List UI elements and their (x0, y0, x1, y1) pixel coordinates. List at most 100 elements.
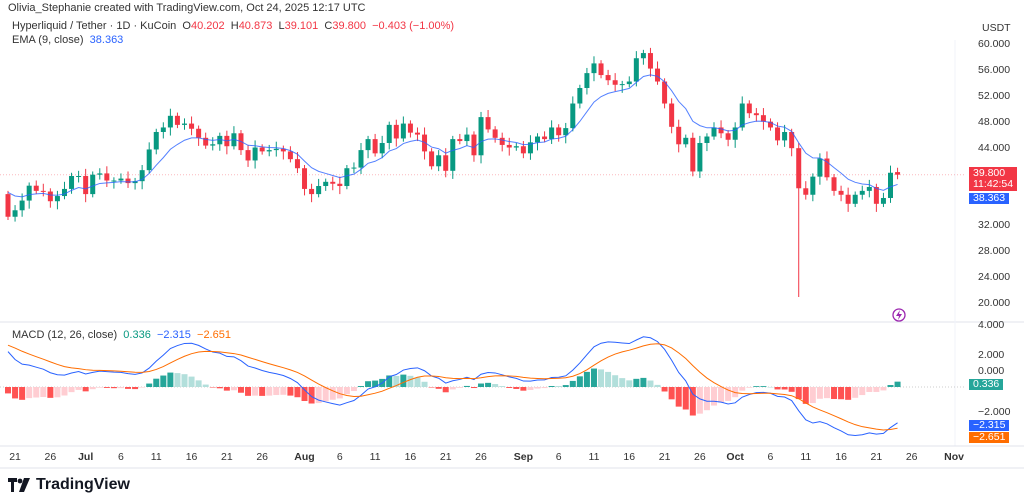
currency-label[interactable]: USDT (982, 22, 1011, 34)
macd-histogram-bar (230, 387, 237, 391)
macd-histogram-bar (89, 387, 96, 390)
candle-body (189, 123, 195, 129)
candle-body (217, 135, 223, 145)
time-axis-label: Jul (78, 451, 94, 463)
macd-histogram-bar (40, 387, 47, 397)
macd-histogram-bar (880, 387, 887, 391)
signal-line (7, 343, 898, 431)
macd-histogram-bar (527, 387, 534, 390)
tradingview-logo[interactable]: TradingView (8, 476, 130, 494)
macd-axis-label: −2.000 (978, 406, 1011, 418)
macd-histogram-bar (682, 387, 689, 410)
macd-histogram-bar (689, 387, 696, 416)
candle-body (499, 137, 505, 145)
macd-histogram-bar (103, 387, 110, 388)
candle-body (676, 126, 682, 145)
macd-legend[interactable]: MACD (12, 26, close) 0.336 −2.315 −2.651 (12, 329, 231, 341)
macd-histogram-bar (167, 372, 174, 387)
ema-legend[interactable]: EMA (9, close) 38.363 (12, 34, 123, 46)
candle-body (19, 200, 25, 211)
macd-histogram-bar (400, 374, 407, 387)
time-axis-label: 26 (44, 451, 57, 463)
candle-body (873, 186, 879, 204)
macd-histogram-bar (562, 385, 569, 387)
close-label: C (324, 20, 333, 32)
candle-body (302, 168, 308, 189)
candle-body (414, 132, 420, 135)
candle-body (97, 173, 103, 175)
macd-histogram-bar (703, 387, 710, 411)
high-label: H (230, 20, 239, 32)
candle-body (182, 123, 187, 125)
macd-histogram-bar (12, 387, 19, 399)
candle-body (640, 53, 646, 59)
candle-body (280, 148, 286, 152)
macd-histogram-bar (19, 387, 26, 400)
ema-value: 38.363 (89, 34, 124, 46)
macd-histogram-bar (139, 387, 146, 388)
macd-histogram-bar (117, 387, 124, 389)
time-axis-label: 11 (588, 451, 600, 463)
macd-histogram-bar (555, 386, 562, 387)
candle-body (358, 150, 364, 168)
candle-body (824, 158, 830, 178)
symbol-name[interactable]: Hyperliquid / Tether · 1D · KuCoin (12, 20, 177, 32)
price-axis-label: 60.000 (978, 38, 1011, 50)
low-value: 39.101 (284, 20, 319, 32)
candle-body (570, 103, 576, 129)
candle-body (520, 146, 526, 154)
macd-line-value: −2.315 (156, 329, 191, 341)
candle-body (718, 127, 724, 134)
macd-histogram-bar (195, 380, 202, 387)
candle-body (492, 129, 498, 138)
candle-body (859, 190, 865, 195)
candle-body (690, 137, 696, 172)
macd-histogram-bar (809, 387, 816, 404)
macd-histogram-bar (647, 380, 654, 387)
time-axis-label: 16 (623, 451, 636, 463)
tradingview-logo-icon (8, 478, 30, 492)
macd-histogram-bar (506, 387, 513, 388)
macd-histogram-bar (188, 376, 195, 387)
candle-body (725, 133, 731, 140)
macd-histogram-bar (160, 375, 167, 387)
macd-histogram-bar (146, 383, 153, 387)
candle-body (789, 131, 795, 149)
price-axis-label: 20.000 (978, 296, 1011, 309)
macd-histogram-bar (350, 387, 357, 392)
candle-body (556, 127, 562, 136)
price-axis-label: 52.000 (978, 89, 1011, 102)
candle-body (683, 137, 689, 145)
candle-body (669, 103, 675, 127)
macd-histogram-bar (548, 385, 555, 387)
macd-signal-tag: −2.651 (969, 432, 1010, 443)
candle-body (61, 188, 67, 197)
candle-body (598, 63, 604, 76)
time-axis-label: 6 (555, 451, 562, 463)
macd-histogram-bar (590, 368, 597, 387)
macd-histogram-bar (47, 387, 54, 398)
candle-body (577, 87, 583, 104)
candle-body (365, 139, 371, 151)
candle-body (160, 127, 166, 132)
macd-histogram-bar (259, 387, 266, 396)
macd-histogram-bar (675, 387, 682, 407)
macd-histogram-bar (534, 387, 541, 389)
macd-histogram-bar (343, 387, 350, 395)
candle-body (400, 123, 406, 139)
macd-histogram-bar (583, 371, 590, 387)
time-axis-label: 11 (369, 451, 381, 463)
candle-body (316, 186, 322, 195)
time-axis-label: 16 (404, 451, 417, 463)
candle-body (655, 68, 661, 82)
candle-body (12, 210, 18, 217)
candle-body (895, 172, 901, 175)
close-value: 39.800 (332, 20, 366, 32)
candle-body (210, 144, 216, 146)
macd-histogram-bar (301, 387, 308, 401)
bar-countdown: 11:42:54 (973, 178, 1014, 190)
macd-line-tag: −2.315 (969, 420, 1010, 431)
candle-body (852, 194, 858, 204)
